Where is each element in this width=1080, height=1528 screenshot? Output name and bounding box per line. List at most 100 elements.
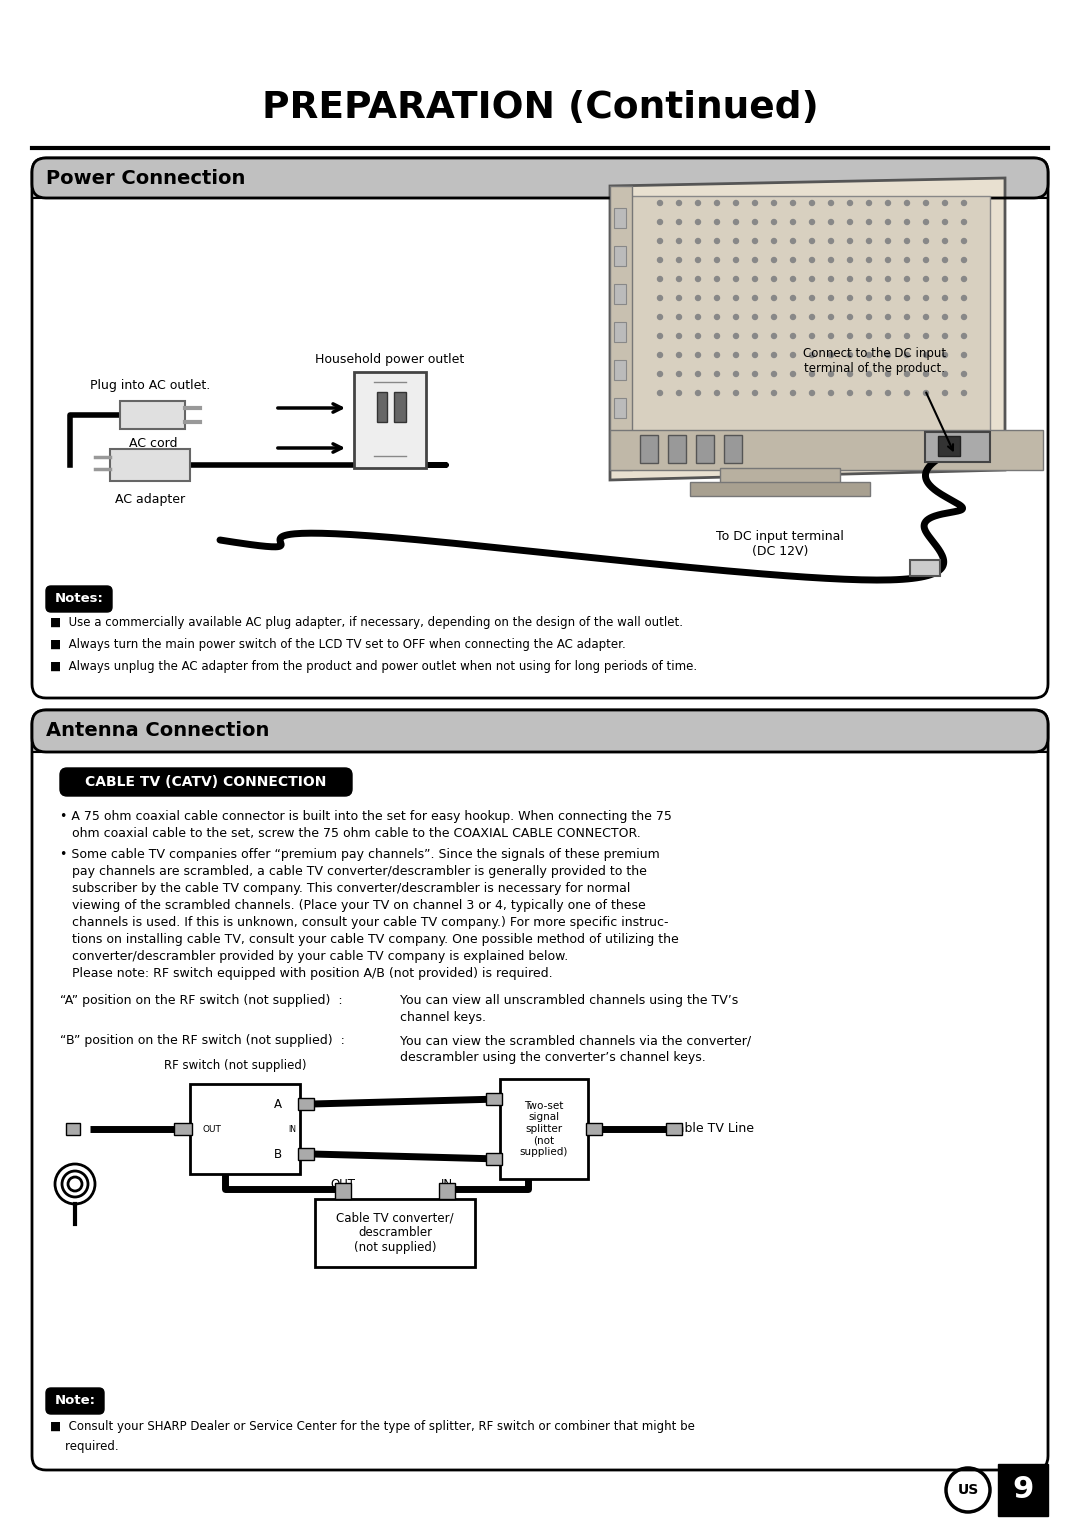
Circle shape xyxy=(658,295,662,301)
Bar xyxy=(486,1093,502,1105)
Circle shape xyxy=(753,258,757,263)
Bar xyxy=(998,1464,1048,1516)
Circle shape xyxy=(961,353,967,358)
Circle shape xyxy=(961,391,967,396)
Circle shape xyxy=(753,315,757,319)
Circle shape xyxy=(676,391,681,396)
Text: “B” position on the RF switch (not supplied)  :: “B” position on the RF switch (not suppl… xyxy=(60,1034,345,1047)
Circle shape xyxy=(961,258,967,263)
Text: You can view all unscrambled channels using the TV’s: You can view all unscrambled channels us… xyxy=(400,995,739,1007)
Circle shape xyxy=(923,220,929,225)
Bar xyxy=(438,1183,455,1199)
Circle shape xyxy=(753,238,757,243)
Circle shape xyxy=(943,258,947,263)
Text: Power Connection: Power Connection xyxy=(46,168,245,188)
Circle shape xyxy=(696,391,701,396)
Circle shape xyxy=(848,371,852,376)
Circle shape xyxy=(791,333,796,339)
Circle shape xyxy=(905,315,909,319)
Text: B: B xyxy=(274,1148,282,1160)
Circle shape xyxy=(753,277,757,281)
Circle shape xyxy=(923,333,929,339)
Circle shape xyxy=(733,371,739,376)
Circle shape xyxy=(696,315,701,319)
Circle shape xyxy=(828,371,834,376)
Bar xyxy=(615,397,626,419)
Bar xyxy=(610,186,632,471)
FancyBboxPatch shape xyxy=(60,769,352,796)
Circle shape xyxy=(886,258,891,263)
Circle shape xyxy=(866,200,872,205)
FancyBboxPatch shape xyxy=(32,157,1048,698)
Circle shape xyxy=(696,200,701,205)
Circle shape xyxy=(886,277,891,281)
Circle shape xyxy=(791,238,796,243)
Text: ■  Consult your SHARP Dealer or Service Center for the type of splitter, RF swit: ■ Consult your SHARP Dealer or Service C… xyxy=(50,1420,694,1433)
Circle shape xyxy=(771,333,777,339)
Circle shape xyxy=(658,277,662,281)
Circle shape xyxy=(753,220,757,225)
Circle shape xyxy=(771,220,777,225)
Circle shape xyxy=(848,220,852,225)
Circle shape xyxy=(696,333,701,339)
Circle shape xyxy=(923,391,929,396)
Circle shape xyxy=(733,200,739,205)
Polygon shape xyxy=(627,196,990,452)
Bar xyxy=(33,733,1047,752)
Circle shape xyxy=(696,258,701,263)
Circle shape xyxy=(866,391,872,396)
Bar xyxy=(500,1079,588,1180)
Text: ohm coaxial cable to the set, screw the 75 ohm cable to the COAXIAL CABLE CONNEC: ohm coaxial cable to the set, screw the … xyxy=(60,827,640,840)
Circle shape xyxy=(733,295,739,301)
Circle shape xyxy=(828,258,834,263)
FancyBboxPatch shape xyxy=(32,711,1048,752)
Circle shape xyxy=(676,277,681,281)
Circle shape xyxy=(658,353,662,358)
Text: You can view the scrambled channels via the converter/: You can view the scrambled channels via … xyxy=(400,1034,751,1047)
FancyBboxPatch shape xyxy=(32,711,1048,1470)
Text: subscriber by the cable TV company. This converter/descrambler is necessary for : subscriber by the cable TV company. This… xyxy=(60,882,631,895)
Bar xyxy=(615,246,626,266)
Circle shape xyxy=(848,258,852,263)
Circle shape xyxy=(676,220,681,225)
Circle shape xyxy=(676,295,681,301)
Circle shape xyxy=(961,333,967,339)
Circle shape xyxy=(886,238,891,243)
Circle shape xyxy=(791,277,796,281)
Circle shape xyxy=(886,295,891,301)
Text: OUT: OUT xyxy=(203,1125,221,1134)
Circle shape xyxy=(676,258,681,263)
Circle shape xyxy=(715,371,719,376)
Bar xyxy=(666,1123,681,1135)
Text: Note:: Note: xyxy=(54,1395,95,1407)
Bar xyxy=(615,284,626,304)
Circle shape xyxy=(791,371,796,376)
Circle shape xyxy=(866,315,872,319)
Circle shape xyxy=(828,200,834,205)
Circle shape xyxy=(905,295,909,301)
Circle shape xyxy=(753,333,757,339)
FancyBboxPatch shape xyxy=(32,157,1048,199)
Circle shape xyxy=(886,371,891,376)
Circle shape xyxy=(943,238,947,243)
Circle shape xyxy=(753,295,757,301)
Circle shape xyxy=(733,238,739,243)
Text: Cable TV Line: Cable TV Line xyxy=(669,1123,754,1135)
Circle shape xyxy=(886,200,891,205)
Circle shape xyxy=(923,295,929,301)
Circle shape xyxy=(696,277,701,281)
Text: channels is used. If this is unknown, consult your cable TV company.) For more s: channels is used. If this is unknown, co… xyxy=(60,915,669,929)
Circle shape xyxy=(848,391,852,396)
Circle shape xyxy=(866,353,872,358)
Bar xyxy=(190,1083,300,1174)
Circle shape xyxy=(943,295,947,301)
Circle shape xyxy=(810,220,814,225)
Bar xyxy=(924,432,990,461)
Bar xyxy=(110,449,190,481)
Circle shape xyxy=(810,200,814,205)
Bar xyxy=(640,435,658,463)
Text: Household power outlet: Household power outlet xyxy=(315,353,464,367)
Text: PREPARATION (Continued): PREPARATION (Continued) xyxy=(261,90,819,125)
Circle shape xyxy=(715,315,719,319)
Circle shape xyxy=(943,333,947,339)
